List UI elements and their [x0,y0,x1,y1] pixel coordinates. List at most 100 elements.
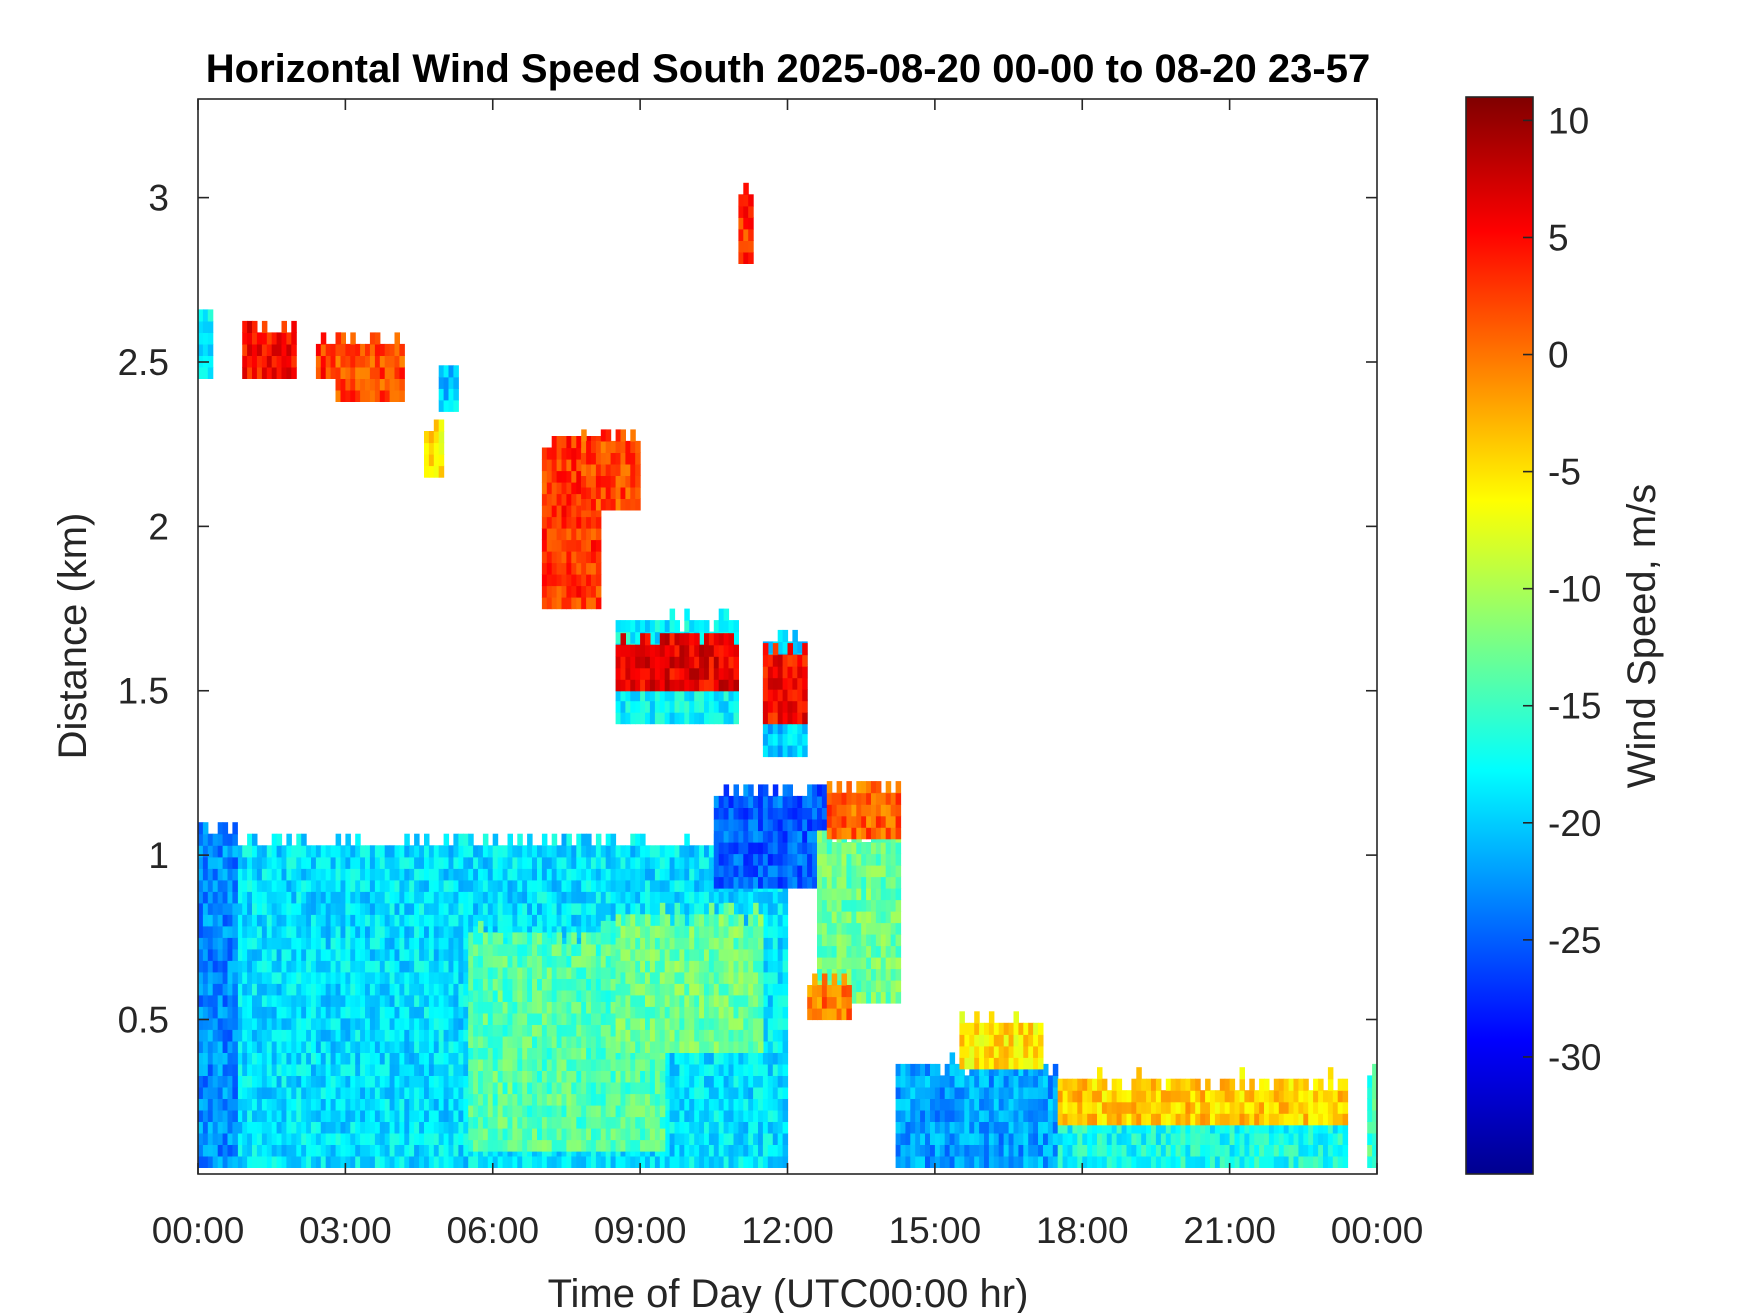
heatmap-cell [527,1155,533,1168]
heatmap-cell [252,856,258,869]
heatmap-cell [222,994,229,1007]
heatmap-cell [448,1109,454,1122]
heatmap-cell [453,971,459,984]
heatmap-cell [463,925,469,938]
heatmap-cell [699,868,705,881]
heatmap-cell [482,833,489,846]
heatmap-cell [551,978,558,991]
heatmap-cell [232,891,238,904]
heatmap-cell [777,1144,784,1157]
heatmap-cell [202,937,209,950]
heatmap-cell [266,856,273,869]
heatmap-cell [266,1040,273,1053]
heatmap-cell [772,948,779,961]
heatmap-cell [777,937,784,950]
heatmap-cell [635,891,641,904]
heatmap-cell [394,1109,400,1122]
heatmap-cell [291,1006,297,1019]
heatmap-cell [522,914,528,927]
heatmap-cell [242,983,248,996]
heatmap-cell [591,1082,597,1095]
heatmap-cell [625,1070,631,1083]
heatmap-cell [237,1017,243,1030]
heatmap-cell [394,914,400,927]
heatmap-cell [566,879,572,892]
heatmap-cell [458,891,464,904]
heatmap-cell [576,914,582,927]
heatmap-cell [556,1105,563,1118]
heatmap-cell [222,891,229,904]
heatmap-cell [576,1058,582,1071]
heatmap-cell [261,925,268,938]
heatmap-cell [669,868,676,881]
heatmap-cell [669,960,676,973]
heatmap-cell [296,1052,302,1065]
heatmap-cell [232,1017,238,1030]
heatmap-cell [330,960,337,973]
heatmap-cell [399,902,405,915]
heatmap-cell [645,1070,651,1083]
heatmap-cell [394,1017,400,1030]
heatmap-cell [497,856,504,869]
heatmap-cell [266,1052,273,1065]
heatmap-cell [581,1082,587,1095]
heatmap-cell [679,868,685,881]
heatmap-cell [546,1001,553,1014]
heatmap-cell [404,868,410,881]
heatmap-cell [492,845,499,858]
chart-title: Horizontal Wind Speed South 2025-08-20 0… [206,47,1370,91]
heatmap-cell [679,891,685,904]
heatmap-cell [571,891,577,904]
heatmap-cell [198,925,204,938]
heatmap-cell [738,960,744,973]
heatmap-cell [468,989,474,1002]
heatmap-cell [704,994,710,1007]
heatmap-cell [369,1098,376,1111]
heatmap-cell [664,868,671,881]
heatmap-cell [242,1040,248,1053]
heatmap-cell [669,937,676,950]
heatmap-cell [242,971,248,984]
heatmap-cell [315,914,322,927]
heatmap-cell [335,948,342,961]
heatmap-cell [689,1155,695,1168]
heatmap-cell [551,989,558,1002]
heatmap-cell [271,971,278,984]
heatmap-cell [522,879,528,892]
heatmap-cell [222,1052,229,1065]
heatmap-cell [315,845,322,858]
heatmap-cell [198,971,204,984]
heatmap-cell [463,868,469,881]
heatmap-cell [576,902,582,915]
heatmap-cell [266,868,273,881]
heatmap-cell [271,960,278,973]
heatmap-cell [640,902,646,915]
heatmap-cell [463,1109,469,1122]
heatmap-cell [202,1098,209,1111]
heatmap-cell [581,845,587,858]
heatmap-cell [468,1105,474,1118]
heatmap-cell [615,1105,622,1118]
heatmap-cell [419,914,425,927]
heatmap-cell [389,937,396,950]
heatmap-cell [320,994,327,1007]
heatmap-cell [443,879,450,892]
heatmap-cell [561,1155,567,1168]
heatmap-cell [586,932,592,945]
heatmap-cell [409,1040,415,1053]
heatmap-cell [674,925,680,938]
heatmap-cell [320,937,327,950]
heatmap-cell [453,1029,459,1042]
heatmap-cell [551,1047,558,1060]
heatmap-cell [532,1155,538,1168]
heatmap-cell [581,914,587,927]
heatmap-cell [207,1017,214,1030]
heatmap-cell [576,978,582,991]
heatmap-cell [777,994,784,1007]
heatmap-cell [664,925,671,938]
heatmap-cell [291,868,297,881]
heatmap-cell [301,891,307,904]
heatmap-cell [522,932,528,945]
heatmap-cell [448,983,454,996]
heatmap-cell [355,948,361,961]
